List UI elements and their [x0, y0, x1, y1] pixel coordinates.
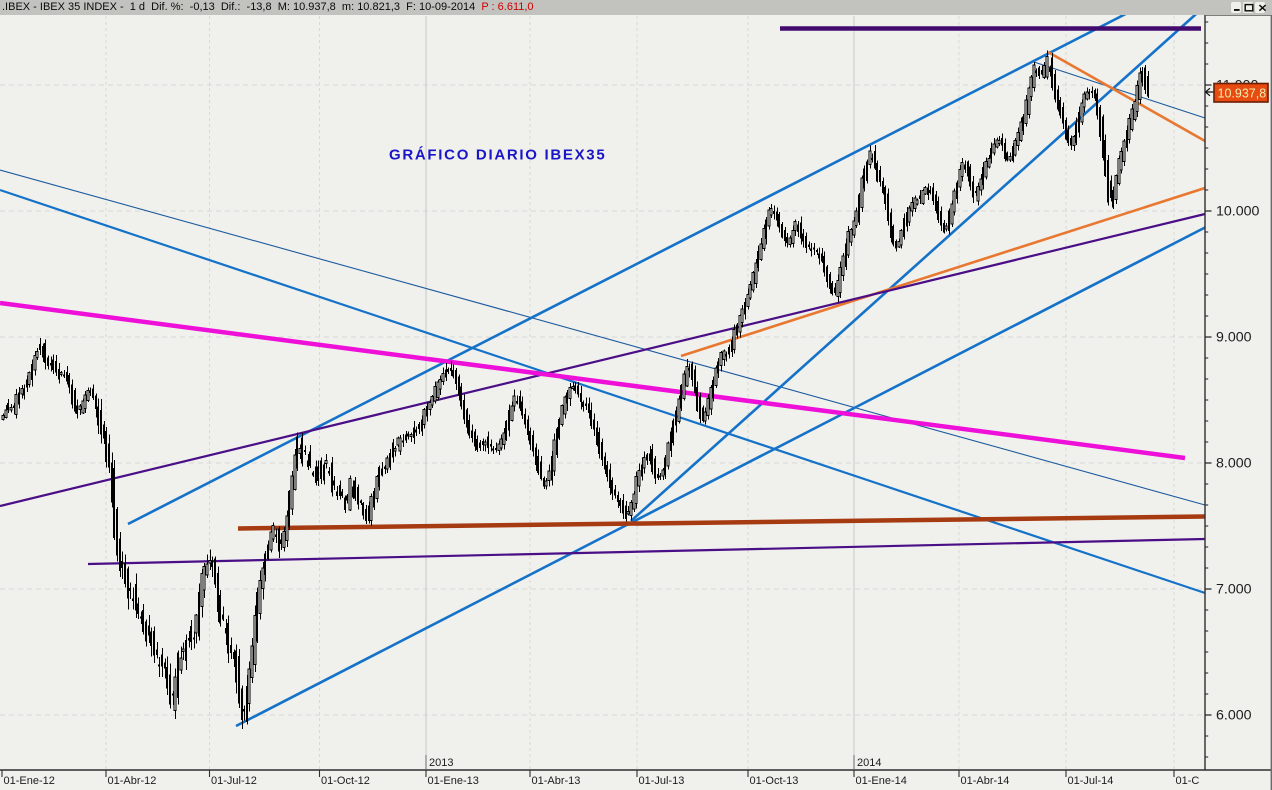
svg-text:7.000: 7.000: [1216, 582, 1252, 598]
svg-text:GRÁFICO DIARIO IBEX35: GRÁFICO DIARIO IBEX35: [389, 147, 606, 164]
svg-text:01-Abr-14: 01-Abr-14: [961, 775, 1010, 787]
svg-text:01-Jul-12: 01-Jul-12: [211, 775, 257, 787]
svg-text:6.000: 6.000: [1216, 708, 1252, 724]
svg-text:01-Jul-14: 01-Jul-14: [1068, 775, 1114, 787]
svg-text:2013: 2013: [429, 757, 453, 769]
svg-text:01-Ene-14: 01-Ene-14: [856, 775, 907, 787]
svg-text:01-Jul-13: 01-Jul-13: [639, 775, 685, 787]
svg-text:01-Ene-13: 01-Ene-13: [428, 775, 479, 787]
svg-text:01-C: 01-C: [1176, 775, 1200, 787]
svg-text:8.000: 8.000: [1216, 456, 1252, 472]
svg-text:01-Abr-12: 01-Abr-12: [108, 775, 157, 787]
svg-text:01-Abr-13: 01-Abr-13: [532, 775, 581, 787]
svg-text:2014: 2014: [857, 757, 881, 769]
svg-text:01-Oct-13: 01-Oct-13: [750, 775, 799, 787]
svg-text:10.000: 10.000: [1216, 204, 1260, 220]
svg-text:10.937,8: 10.937,8: [1218, 87, 1267, 101]
svg-text:9.000: 9.000: [1216, 330, 1252, 346]
svg-text:01-Ene-12: 01-Ene-12: [4, 775, 55, 787]
svg-text:01-Oct-12: 01-Oct-12: [321, 775, 370, 787]
